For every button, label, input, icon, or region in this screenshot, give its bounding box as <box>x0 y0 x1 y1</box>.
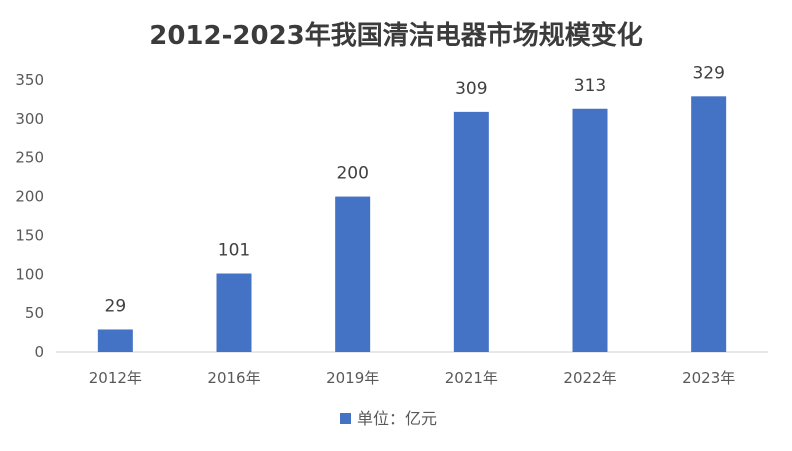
x-tick-label: 2016年 <box>207 369 260 387</box>
bar <box>453 111 489 352</box>
x-tick-label: 2012年 <box>89 369 142 387</box>
data-labels: 29 101 200 309 313 329 <box>105 63 725 316</box>
data-label: 313 <box>574 76 606 96</box>
chart-title: 2012-2023年我国清洁电器市场规模变化 <box>149 20 643 51</box>
legend: 单位：亿元 <box>340 409 437 428</box>
y-tick-label: 250 <box>15 149 44 167</box>
x-tick-label: 2019年 <box>326 369 379 387</box>
y-tick-label: 100 <box>15 265 44 283</box>
bar <box>216 273 252 352</box>
y-tick-label: 350 <box>15 71 44 89</box>
data-label: 29 <box>105 296 127 316</box>
x-tick-label: 2022年 <box>563 369 616 387</box>
y-tick-label: 150 <box>15 226 44 244</box>
data-label: 200 <box>336 164 368 184</box>
bar <box>335 196 371 352</box>
data-label: 329 <box>692 63 724 83</box>
y-tick-label: 200 <box>15 188 44 206</box>
bar <box>97 329 133 352</box>
data-label: 309 <box>455 79 487 99</box>
bars <box>97 96 727 352</box>
y-tick-label: 0 <box>34 343 44 361</box>
y-tick-label: 50 <box>25 304 44 322</box>
x-axis-ticks: 2012年 2016年 2019年 2021年 2022年 2023年 <box>89 369 736 387</box>
data-label: 101 <box>218 241 250 261</box>
x-tick-label: 2023年 <box>682 369 735 387</box>
bar <box>691 96 727 352</box>
y-tick-label: 300 <box>15 110 44 128</box>
legend-swatch <box>340 413 351 424</box>
bar <box>572 108 608 352</box>
x-tick-label: 2021年 <box>445 369 498 387</box>
legend-label: 单位：亿元 <box>357 409 437 428</box>
y-axis-ticks: 0 50 100 150 200 250 300 350 <box>15 71 44 361</box>
